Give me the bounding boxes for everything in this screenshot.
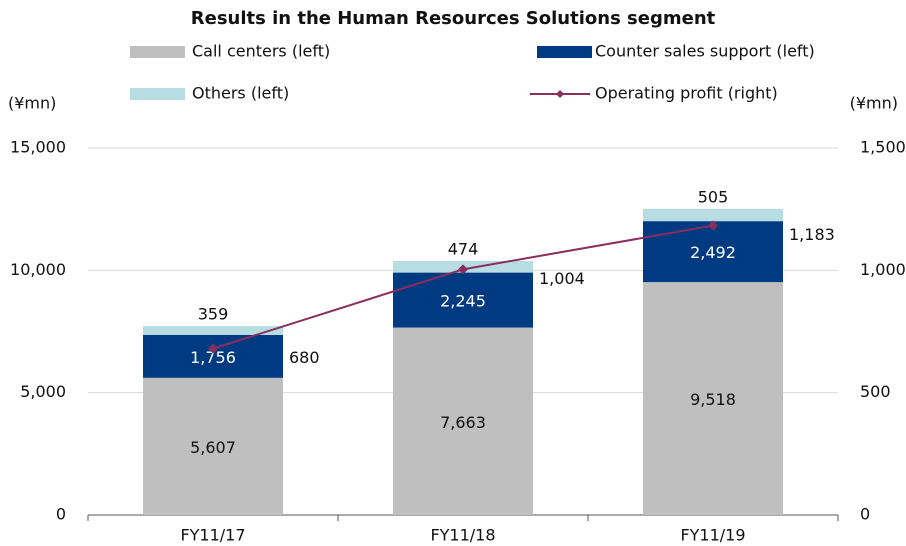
y2-tick-label: 1,000 (860, 260, 906, 279)
x-tick-label: FY11/18 (430, 526, 495, 545)
data-label: 7,663 (440, 413, 486, 432)
data-label: 1,756 (190, 348, 236, 367)
marker (458, 264, 468, 275)
y-axis-label: (¥mn) (8, 94, 56, 113)
y2-tick-label: 500 (860, 382, 891, 401)
legend-label: Counter sales support (left) (595, 42, 815, 61)
marker (208, 343, 218, 354)
legend-swatch (537, 46, 592, 58)
bar-segment (643, 208, 783, 222)
legend-swatch (130, 46, 185, 58)
data-label: 1,183 (789, 225, 835, 244)
bar-segment (393, 327, 533, 515)
legend-label: Operating profit (right) (595, 84, 778, 103)
y-tick-label: 5,000 (20, 382, 66, 401)
data-label: 2,492 (690, 243, 736, 262)
y-tick-label: 15,000 (10, 138, 66, 157)
bar-segment (143, 326, 283, 335)
x-tick-label: FY11/19 (680, 526, 745, 545)
data-label: 505 (698, 187, 729, 206)
y-tick-label: 0 (56, 505, 66, 524)
x-tick-label: FY11/17 (180, 526, 245, 545)
legend-label: Call centers (left) (192, 42, 330, 61)
y2-tick-label: 0 (860, 505, 870, 524)
y2-tick-label: 1,500 (860, 138, 906, 157)
bar-segment (143, 377, 283, 515)
data-label: 2,245 (440, 292, 486, 311)
y2-axis-label: (¥mn) (850, 94, 898, 113)
legend-marker (556, 90, 564, 98)
legend-swatch (130, 88, 185, 100)
marker (708, 220, 718, 231)
data-label: 680 (289, 348, 320, 367)
chart-title: Results in the Human Resources Solutions… (191, 8, 716, 29)
data-label: 359 (198, 305, 229, 324)
bar-segment (143, 334, 283, 378)
data-label: 9,518 (690, 390, 736, 409)
bar-segment (393, 272, 533, 328)
data-label: 474 (448, 239, 479, 258)
legend-label: Others (left) (192, 84, 289, 103)
bar-segment (643, 221, 783, 283)
bar-segment (643, 282, 783, 515)
y-tick-label: 10,000 (10, 260, 66, 279)
data-label: 1,004 (539, 269, 585, 288)
data-label: 5,607 (190, 438, 236, 457)
